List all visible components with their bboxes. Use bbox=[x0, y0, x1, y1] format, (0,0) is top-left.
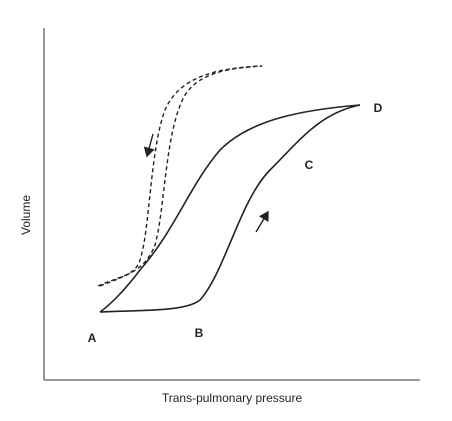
point-label: A bbox=[88, 331, 97, 345]
point-label: B bbox=[195, 326, 204, 340]
point-label: D bbox=[374, 101, 383, 115]
arrow bbox=[255, 210, 269, 233]
point-label: C bbox=[305, 158, 314, 172]
deflation-curve bbox=[99, 104, 361, 313]
inflation-curve bbox=[99, 104, 361, 313]
dashed-curve bbox=[99, 65, 263, 287]
x-axis-label: Trans-pulmonary pressure bbox=[162, 391, 303, 405]
arrow bbox=[143, 133, 155, 158]
dashed-curve bbox=[97, 65, 263, 287]
y-axis-label: Volume bbox=[19, 195, 33, 235]
